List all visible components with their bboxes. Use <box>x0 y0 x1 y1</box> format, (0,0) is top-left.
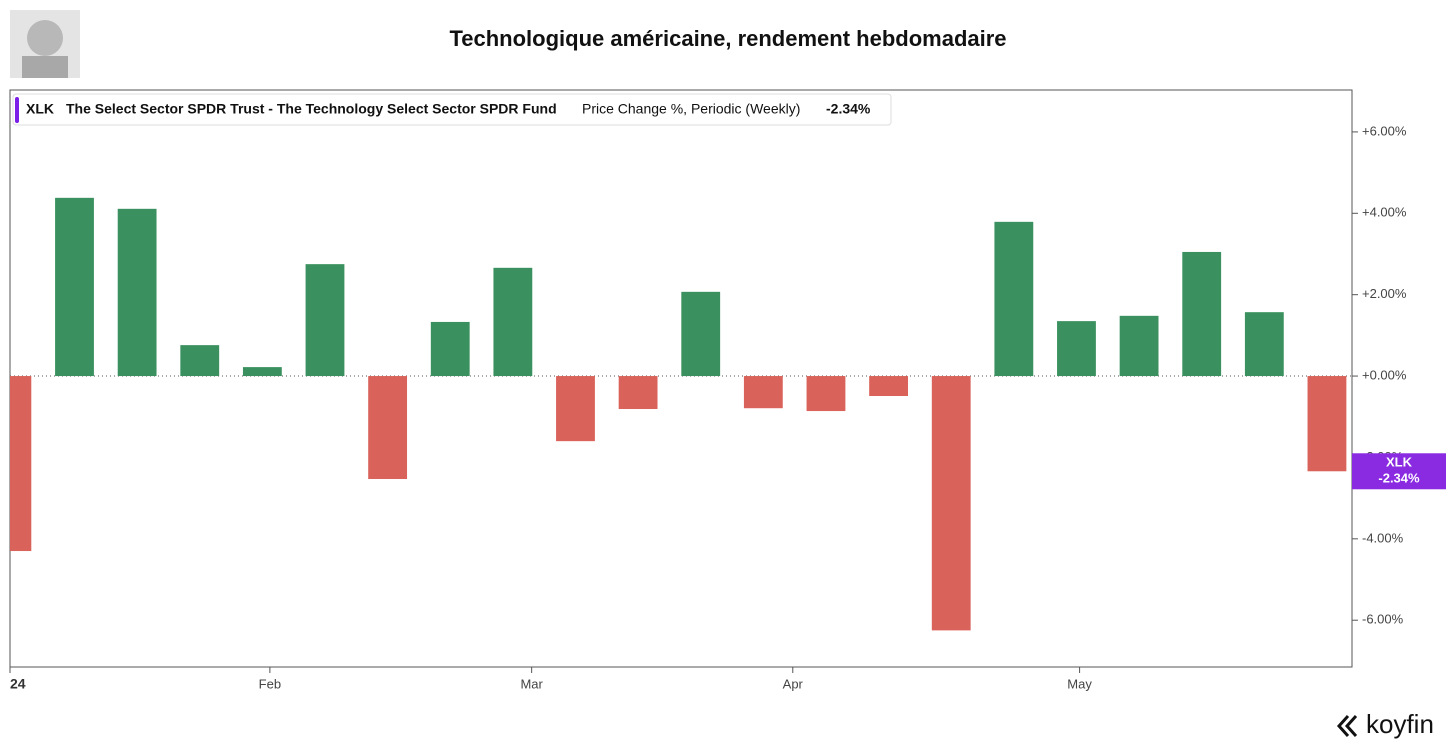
avatar <box>10 10 80 78</box>
bar <box>618 376 658 410</box>
bar <box>1119 315 1159 377</box>
bar <box>305 264 345 377</box>
y-tick-label: -6.00% <box>1362 612 1404 627</box>
legend-ticker: XLK <box>26 101 54 117</box>
bar <box>368 376 408 480</box>
bar <box>10 376 32 552</box>
bar <box>1244 312 1284 377</box>
x-tick-label: Feb <box>259 676 281 691</box>
bar <box>556 376 595 442</box>
bar <box>931 376 971 631</box>
last-badge-ticker: XLK <box>1386 455 1413 470</box>
brand: koyfin <box>1336 709 1434 739</box>
bar <box>1182 251 1222 377</box>
y-tick-label: +2.00% <box>1362 286 1407 301</box>
x-tick-label: Mar <box>520 676 543 691</box>
legend: XLK The Select Sector SPDR Trust - The T… <box>12 93 892 126</box>
bar <box>1057 321 1096 377</box>
last-badge <box>1352 453 1446 490</box>
brand-name: koyfin <box>1366 709 1434 739</box>
bar <box>806 376 846 412</box>
legend-metric: Price Change %, Periodic (Weekly) <box>582 101 800 117</box>
x-tick-label: 24 <box>10 676 26 692</box>
bar <box>55 197 94 377</box>
bar <box>681 291 721 377</box>
bar <box>180 345 220 377</box>
y-tick-label: +4.00% <box>1362 205 1407 220</box>
bar <box>869 376 909 396</box>
y-tick-label: -4.00% <box>1362 530 1404 545</box>
bar <box>242 367 282 377</box>
x-tick-label: May <box>1067 676 1092 691</box>
bar <box>430 321 470 377</box>
chart-title: Technologique américaine, rendement hebd… <box>449 26 1006 51</box>
bar <box>1307 376 1347 472</box>
bar <box>493 267 533 377</box>
bar <box>117 208 157 377</box>
y-tick-label: +6.00% <box>1362 123 1407 138</box>
last-badge-value: -2.34% <box>1378 471 1420 486</box>
plot-frame <box>9 89 1353 668</box>
legend-last: -2.34% <box>826 101 871 117</box>
bar <box>743 376 783 409</box>
y-tick-label: +0.00% <box>1362 367 1407 382</box>
legend-name: The Select Sector SPDR Trust - The Techn… <box>66 101 557 117</box>
bar <box>994 221 1034 377</box>
x-tick-label: Apr <box>783 676 804 691</box>
